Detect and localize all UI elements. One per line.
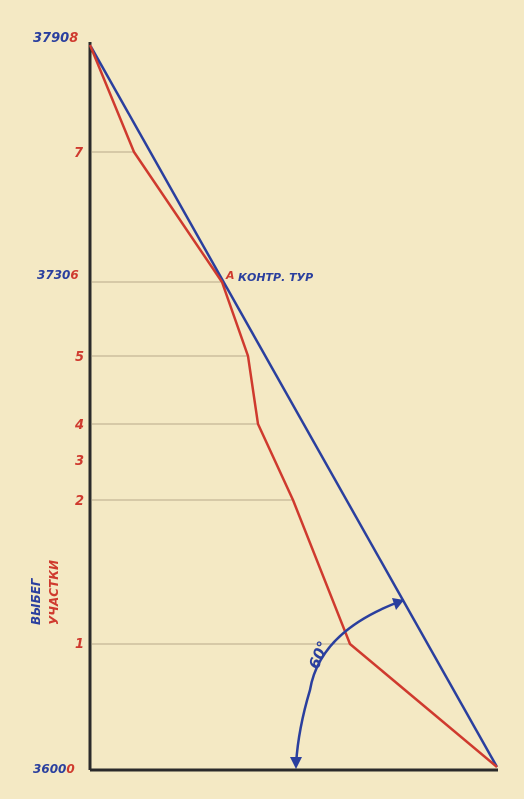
tick-label: 7 (74, 146, 84, 161)
tick-label: 3 (75, 454, 84, 469)
guide-lines (92, 151, 350, 645)
vertical-caption-blue: ВЫБЕГ (29, 577, 43, 625)
label-bottom-blue: 3600 (33, 762, 66, 776)
label-top: 37908 (33, 31, 78, 46)
label-bottom: 36000 (33, 762, 75, 776)
point-label: КОНТР. ТУР (238, 271, 313, 284)
point-marker: A (225, 269, 235, 282)
arc-arrowhead-bottom (290, 757, 302, 769)
angle-label: 60° (305, 638, 332, 671)
angle-arc (294, 598, 405, 766)
blue-line (88, 44, 499, 768)
tick-label: 4 (74, 418, 84, 433)
label-mid: 37306 (37, 268, 79, 282)
tick-labels: 7 5 4 3 2 1 (74, 146, 84, 652)
label-bottom-red: 0 (66, 762, 74, 776)
svg-text:36000: 36000 (33, 762, 75, 776)
label-top-red: 8 (69, 31, 78, 46)
tick-label: 1 (75, 637, 84, 652)
arc-arrowhead-top (392, 598, 404, 610)
tick-label: 5 (75, 350, 84, 365)
label-top-blue: 3790 (33, 31, 69, 46)
label-mid-blue: 3730 (37, 268, 70, 282)
red-polyline (88, 44, 498, 768)
tick-label: 2 (75, 494, 84, 509)
svg-text:37908: 37908 (33, 31, 78, 46)
vertical-caption-red: УЧАСТКИ (47, 560, 61, 625)
label-mid-red: 6 (70, 268, 78, 282)
svg-text:37306: 37306 (37, 268, 79, 282)
